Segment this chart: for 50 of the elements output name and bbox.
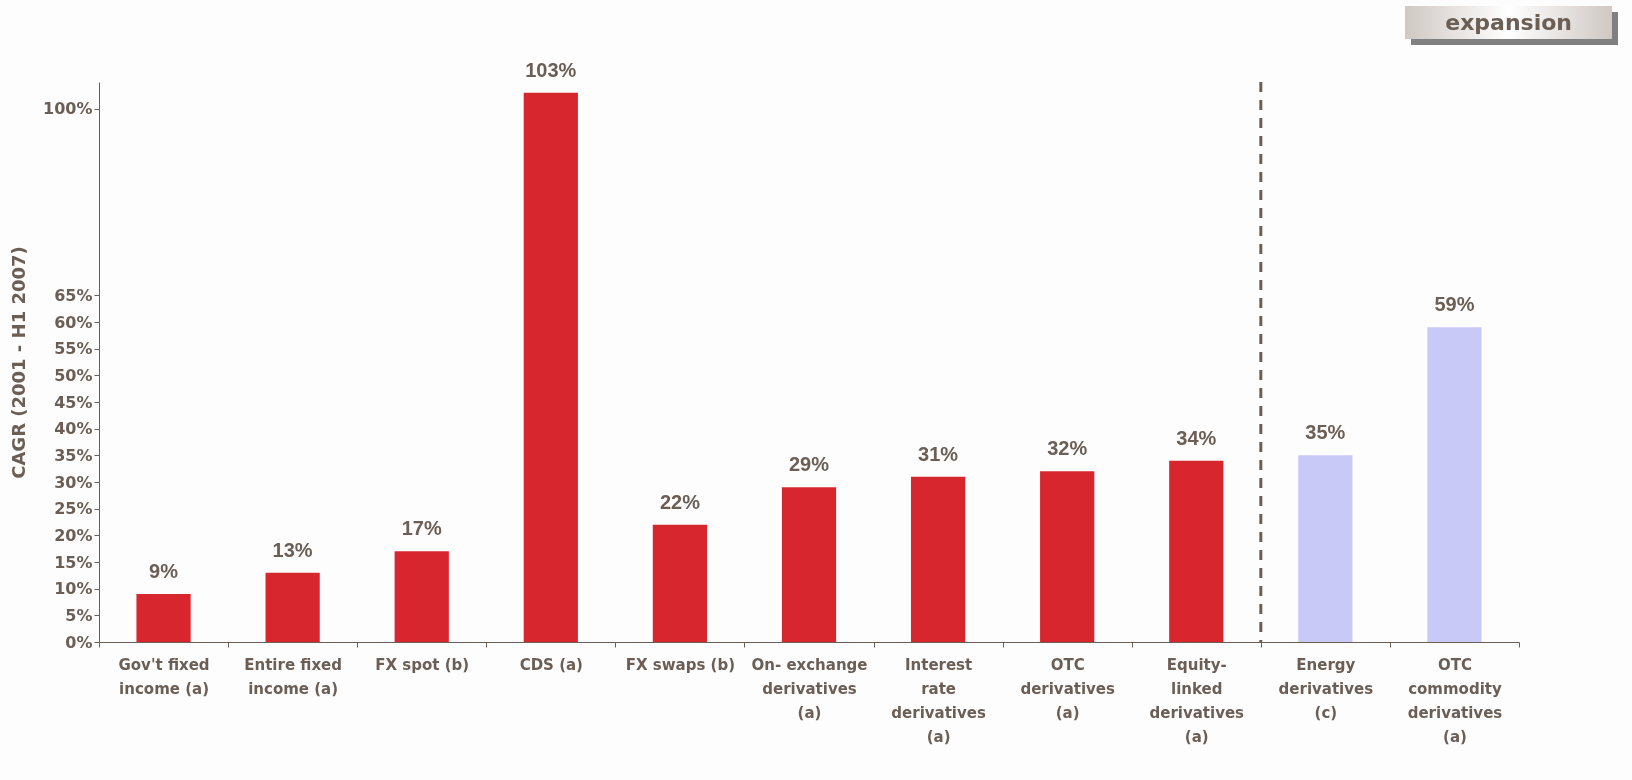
bar [265, 572, 320, 642]
text: expansion [1405, 6, 1612, 39]
data-label: 13% [272, 538, 313, 561]
bar [1169, 460, 1224, 642]
y-tick-label: 50% [54, 365, 93, 385]
y-tick-label: 30% [54, 472, 93, 492]
y-tick-label: 45% [54, 392, 93, 412]
y-tick-label: 60% [54, 312, 93, 332]
data-label: 22% [659, 490, 701, 513]
data-label: 103% [525, 58, 577, 81]
y-tick-label: 15% [54, 552, 93, 572]
bar [781, 487, 837, 642]
data-label: 59% [1434, 293, 1475, 316]
data-label: 9% [149, 560, 179, 582]
y-tick-label: 40% [54, 419, 93, 439]
x-tick-label: FX swaps (b) [625, 655, 736, 674]
y-tick-label: 65% [54, 285, 93, 305]
y-tick-label: 10% [54, 579, 93, 599]
data-label: 32% [1047, 437, 1088, 460]
bar [394, 551, 449, 642]
data-label: 35% [1305, 421, 1346, 444]
y-tick-label: 0% [65, 632, 93, 652]
x-tick-label: On- exchange derivatives (a) [751, 655, 868, 722]
x-tick-label: CDS (a) [519, 655, 583, 674]
y-tick-label: 5% [65, 605, 93, 625]
x-tick-label: OTC derivatives (a) [1020, 655, 1116, 722]
bar [1427, 327, 1482, 642]
x-tick-label: Equity- linked derivatives (a) [1149, 655, 1245, 746]
bar [910, 476, 966, 642]
data-label: 31% [918, 442, 959, 465]
y-tick-label: 35% [54, 445, 93, 465]
bar [136, 594, 191, 642]
y-tick-label: 55% [54, 339, 93, 359]
x-tick-label: FX spot (b) [375, 655, 470, 674]
data-label: 29% [788, 453, 830, 476]
data-label: 17% [401, 517, 442, 540]
bar [652, 524, 708, 642]
bar [1298, 455, 1353, 642]
y-tick-label: 20% [54, 525, 93, 545]
x-tick-label: Interest rate derivatives (a) [891, 655, 986, 746]
y-axis-title: CAGR (2001 - H1 2007) [8, 246, 30, 479]
y-tick-label: 25% [54, 499, 93, 519]
bar [1040, 471, 1095, 642]
data-label: 34% [1176, 426, 1217, 449]
x-tick-label: OTC commodity derivatives (a) [1407, 655, 1503, 746]
x-tick-label: Energy derivatives (c) [1278, 655, 1374, 722]
x-tick-label: Entire fixed income (a) [244, 655, 342, 698]
bar [523, 92, 578, 642]
x-tick-label: Gov't fixed income (a) [118, 655, 210, 698]
y-tick-label: 100% [43, 99, 93, 119]
